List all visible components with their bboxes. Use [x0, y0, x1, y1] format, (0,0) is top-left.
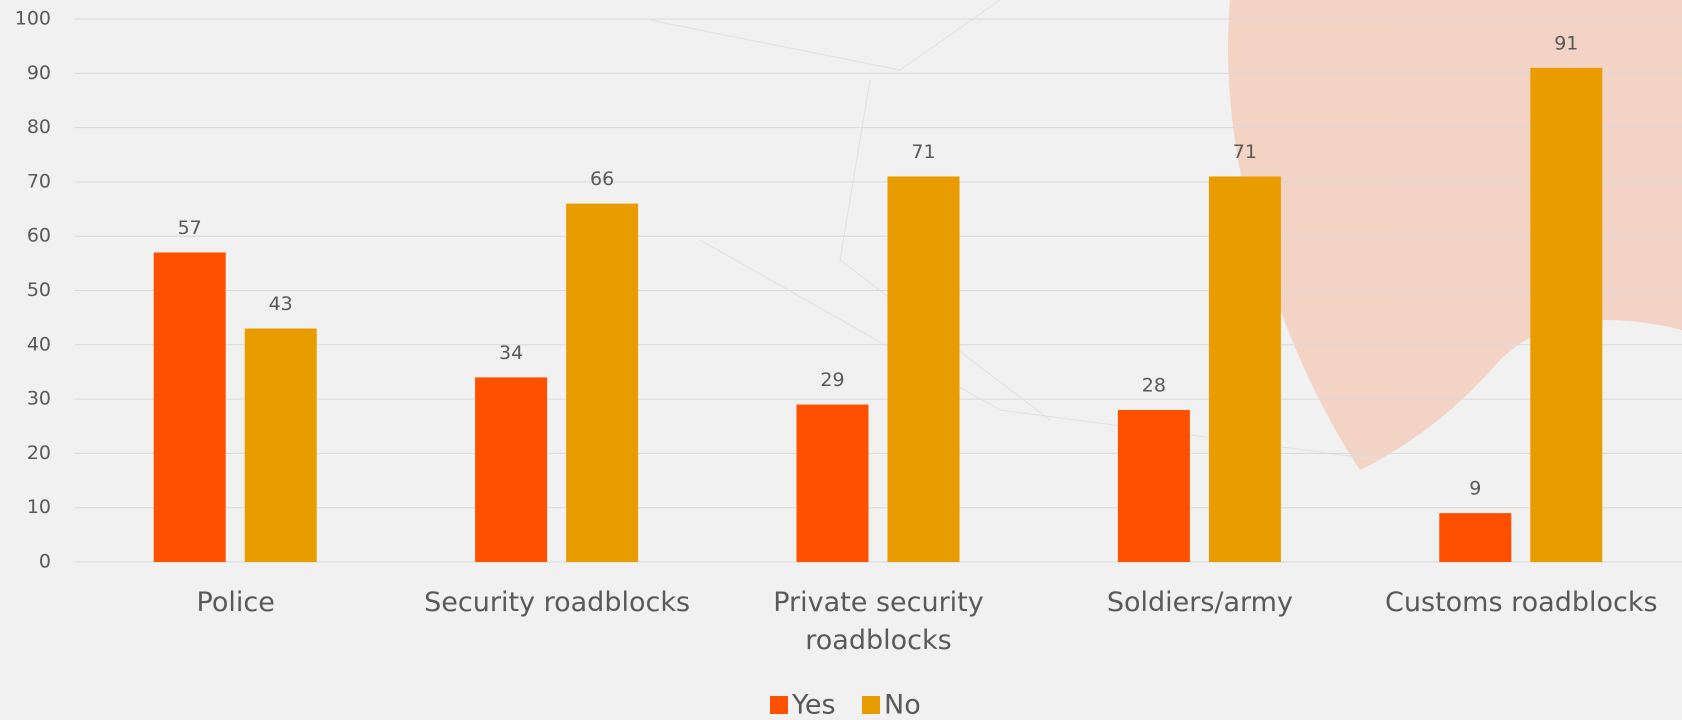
legend-swatch	[770, 696, 788, 714]
x-tick-label: Security roadblocks	[424, 587, 691, 618]
legend-label: No	[884, 690, 921, 720]
x-tick-label: Police	[196, 587, 275, 618]
y-tick-label: 30	[27, 388, 51, 410]
bar	[887, 176, 960, 562]
value-label: 43	[269, 293, 293, 315]
bar	[1439, 513, 1512, 562]
bar	[153, 252, 226, 563]
value-label: 34	[499, 342, 523, 364]
bar	[1530, 67, 1603, 563]
y-tick-label: 0	[39, 551, 51, 573]
value-label: 66	[590, 168, 614, 190]
value-label: 91	[1554, 32, 1578, 54]
value-label: 28	[1142, 374, 1166, 396]
x-tick-label: Private security roadblocks	[773, 587, 984, 656]
y-tick-label: 40	[27, 333, 51, 355]
bar	[796, 404, 869, 562]
bar	[566, 203, 639, 562]
bar	[475, 377, 548, 562]
y-tick-label: 60	[27, 225, 51, 247]
y-tick-label: 50	[27, 279, 51, 301]
value-label: 71	[1233, 141, 1257, 163]
legend-label: Yes	[791, 690, 836, 720]
value-label: 71	[911, 141, 935, 163]
y-tick-label: 80	[27, 116, 51, 138]
x-tick-label: Soldiers/army	[1106, 587, 1293, 618]
y-tick-label: 70	[27, 170, 51, 192]
legend-swatch	[862, 696, 880, 714]
y-tick-label: 20	[27, 442, 51, 464]
y-tick-label: 90	[27, 62, 51, 84]
value-label: 29	[820, 369, 844, 391]
y-tick-label: 10	[27, 496, 51, 518]
x-tick-label: Customs roadblocks	[1385, 587, 1658, 618]
value-label: 57	[178, 217, 202, 239]
value-label: 9	[1469, 478, 1481, 500]
bar	[1117, 409, 1190, 562]
bar	[1208, 176, 1281, 562]
y-tick-label: 100	[15, 8, 51, 30]
bar	[244, 328, 317, 562]
